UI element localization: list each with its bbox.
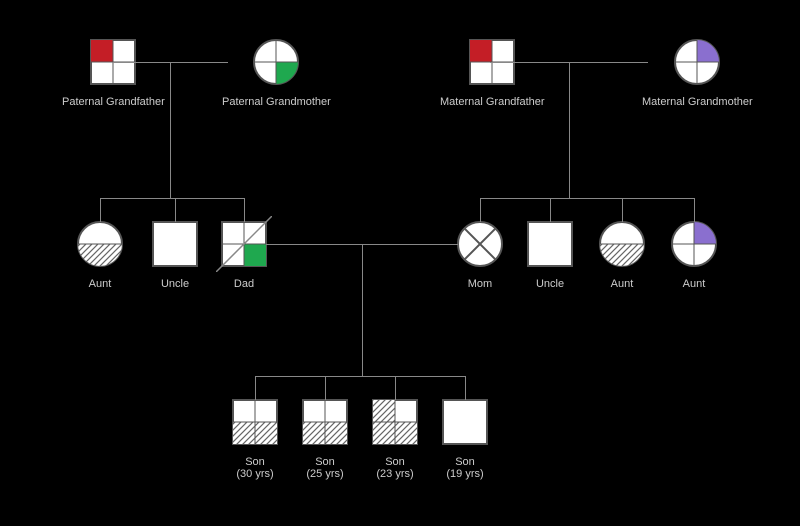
connector-h <box>255 376 465 377</box>
person-label: Uncle <box>522 278 578 290</box>
person-label: Maternal Grandfather <box>440 96 545 108</box>
person-label: Mom <box>452 278 508 290</box>
person-pat_gf: Paternal Grandfather <box>62 34 165 108</box>
connector-h <box>100 198 244 199</box>
person-label: Aunt <box>72 278 128 290</box>
connector-v <box>100 198 101 222</box>
connector-v <box>465 376 466 400</box>
person-label: Paternal Grandfather <box>62 96 165 108</box>
connector-v <box>395 376 396 400</box>
person-label: Son <box>367 456 423 468</box>
person-label: Dad <box>216 278 272 290</box>
person-label: Son <box>227 456 283 468</box>
person-mom: Mom <box>452 216 508 290</box>
connector-v <box>255 376 256 400</box>
person-label: Maternal Grandmother <box>642 96 753 108</box>
person-mat_gm: Maternal Grandmother <box>642 34 753 108</box>
connector-v <box>175 198 176 222</box>
person-sublabel: (25 yrs) <box>297 468 353 480</box>
connector-v <box>362 244 363 376</box>
person-son3: Son(23 yrs) <box>367 394 423 480</box>
person-uncle_m: Uncle <box>522 216 578 290</box>
person-label: Son <box>437 456 493 468</box>
connector-v <box>622 198 623 222</box>
person-aunt_m1: Aunt <box>594 216 650 290</box>
person-aunt_p: Aunt <box>72 216 128 290</box>
person-sublabel: (19 yrs) <box>437 468 493 480</box>
person-sublabel: (30 yrs) <box>227 468 283 480</box>
person-label: Paternal Grandmother <box>222 96 331 108</box>
connector-v <box>244 198 245 222</box>
person-uncle_p: Uncle <box>147 216 203 290</box>
person-son1: Son(30 yrs) <box>227 394 283 480</box>
person-son2: Son(25 yrs) <box>297 394 353 480</box>
connector-v <box>170 62 171 198</box>
connector-v <box>569 62 570 198</box>
person-pat_gm: Paternal Grandmother <box>222 34 331 108</box>
person-mat_gf: Maternal Grandfather <box>440 34 545 108</box>
person-dad: Dad <box>216 216 272 290</box>
connector-v <box>325 376 326 400</box>
person-label: Aunt <box>666 278 722 290</box>
person-label: Uncle <box>147 278 203 290</box>
person-label: Son <box>297 456 353 468</box>
person-son4: Son(19 yrs) <box>437 394 493 480</box>
connector-v <box>550 198 551 222</box>
person-sublabel: (23 yrs) <box>367 468 423 480</box>
connector-h <box>480 198 694 199</box>
person-label: Aunt <box>594 278 650 290</box>
connector-v <box>694 198 695 222</box>
person-aunt_m2: Aunt <box>666 216 722 290</box>
connector-v <box>480 198 481 222</box>
